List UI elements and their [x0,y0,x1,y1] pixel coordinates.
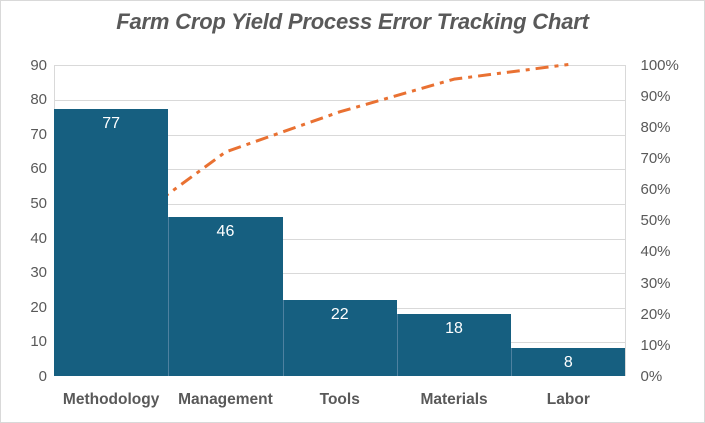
left-axis-tick: 90 [30,56,47,74]
left-axis-tick: 10 [30,333,47,351]
left-axis-tick: 70 [30,125,47,143]
x-axis-label-management: Management [178,391,273,408]
bar-labor [511,348,626,376]
bar-value-label: 18 [445,319,463,337]
bar-materials [396,313,512,376]
right-axis-tick: 20% [640,305,671,323]
right-axis-tick: 70% [640,149,671,167]
right-axis-tick: 50% [640,212,671,230]
chart-title: Farm Crop Yield Process Error Tracking C… [116,9,589,34]
bar-management [168,216,283,376]
bar-value-label: 22 [330,305,349,323]
bar-tools [282,299,397,376]
left-axis-tick: 30 [30,264,47,282]
right-axis-tick: 80% [640,118,671,136]
right-axis-tick: 60% [640,181,671,199]
left-axis-tick: 80 [30,91,47,109]
right-axis-tick: 40% [640,243,671,261]
bar-value-label: 8 [563,354,573,372]
x-axis-label-labor: Labor [546,391,590,408]
left-axis-tick: 60 [30,160,47,178]
gridline [55,273,625,275]
right-axis-tick: 90% [640,87,671,105]
left-axis-tick: 0 [38,368,47,385]
right-axis-tick: 30% [640,274,671,292]
left-axis-tick: 40 [30,229,47,247]
left-axis-tick: 50 [30,194,47,212]
right-axis-tick: 0% [640,368,663,385]
left-axis-tick: 20 [30,298,47,316]
x-axis-label-tools: Tools [319,391,360,408]
x-axis-label-methodology: Methodology [62,391,160,408]
right-axis-tick: 10% [640,336,671,354]
x-axis-label-materials: Materials [420,391,488,408]
bar-value-label: 46 [216,222,235,240]
bar-methodology [54,109,169,376]
gridline [55,238,625,240]
gridline [55,100,625,102]
right-axis-tick: 100% [640,56,679,74]
bar-value-label: 77 [102,115,121,133]
